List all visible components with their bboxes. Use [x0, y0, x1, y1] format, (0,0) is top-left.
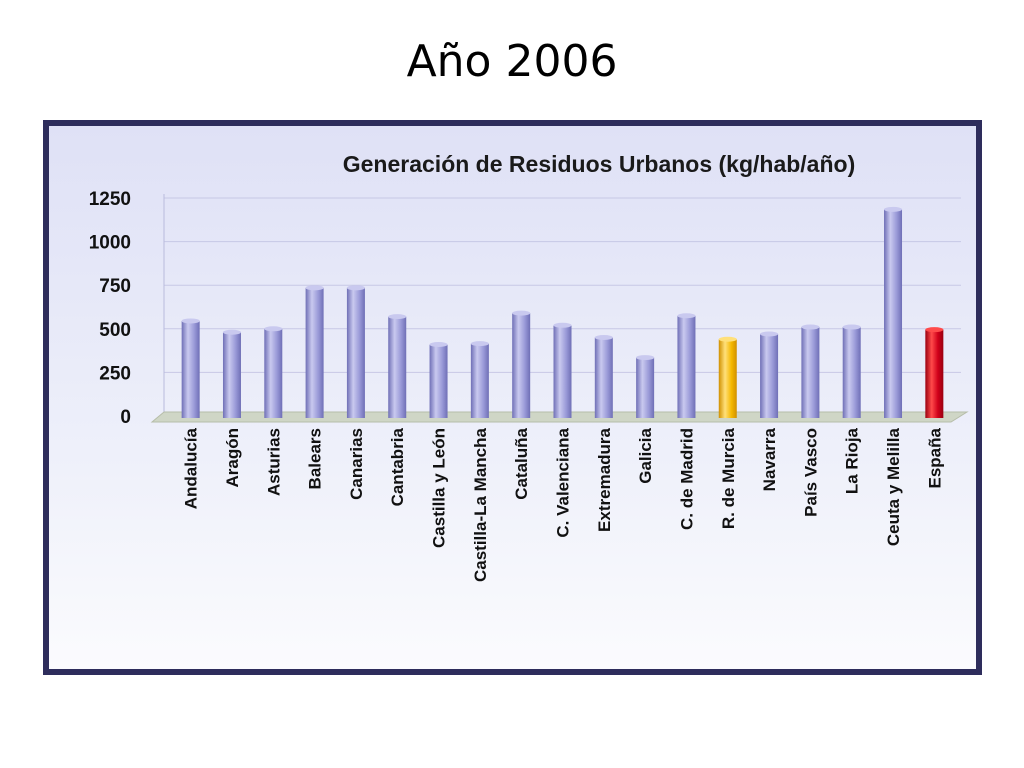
- x-tick-label: R. de Murcia: [719, 427, 738, 529]
- x-tick-label: La Rioja: [843, 427, 862, 494]
- bar: [388, 314, 407, 418]
- bar-body: [677, 315, 696, 418]
- y-tick-label: 0: [120, 407, 131, 428]
- bar-cap: [264, 326, 283, 332]
- x-tick-label: Asturias: [264, 428, 283, 496]
- x-tick-label: Ceuta y Melilla: [884, 427, 903, 546]
- y-tick-label: 750: [99, 276, 131, 297]
- x-tick-label: Extremadura: [595, 427, 614, 531]
- x-axis-categories: Andalucía Aragón Asturias Balears Canarias Ca…: [182, 427, 945, 582]
- bar-body: [222, 332, 241, 418]
- bar: [801, 324, 820, 418]
- bar: [636, 355, 655, 418]
- bar-body: [884, 209, 903, 418]
- bar: [760, 331, 779, 418]
- bar-cap: [346, 285, 365, 291]
- bar: [470, 341, 489, 418]
- bar: [429, 341, 448, 418]
- bar-cap: [512, 310, 531, 316]
- bar: [181, 318, 200, 418]
- bar-body: [842, 327, 861, 418]
- bar-cap: [305, 285, 324, 291]
- bar-cap: [181, 318, 200, 324]
- bar: [925, 327, 944, 418]
- x-tick-label: C. de Madrid: [677, 428, 696, 530]
- bar-body: [346, 287, 365, 418]
- bar-cap: [760, 331, 779, 337]
- bar-cap: [925, 327, 944, 333]
- bar-body: [760, 334, 779, 418]
- slide-title: Año 2006: [406, 36, 618, 87]
- bar-cap: [553, 322, 572, 328]
- bar-body: [429, 344, 448, 418]
- bar-body: [718, 339, 737, 418]
- x-tick-label: País Vasco: [801, 428, 820, 517]
- bar-body: [181, 320, 200, 418]
- bar: [594, 335, 613, 418]
- x-tick-label: Castilla-La Mancha: [471, 427, 490, 582]
- bar-body: [388, 316, 407, 418]
- x-tick-label: C. Valenciana: [554, 427, 573, 537]
- x-tick-label: Galicia: [636, 427, 655, 483]
- bar-cap: [884, 206, 903, 212]
- bar-chart: Generación de Residuos Urbanos (kg/hab/a…: [89, 151, 969, 582]
- x-tick-label: Balears: [306, 428, 325, 489]
- x-tick-label: Cataluña: [512, 427, 531, 499]
- chart-title: Generación de Residuos Urbanos (kg/hab/a…: [343, 151, 855, 177]
- bar: [346, 285, 365, 418]
- y-tick-label: 250: [99, 363, 131, 384]
- bar-body: [305, 287, 324, 418]
- y-tick-label: 1250: [89, 189, 131, 210]
- bar-body: [925, 329, 944, 418]
- bar-body: [264, 328, 283, 418]
- bars: [181, 206, 944, 418]
- x-tick-label: Canarias: [347, 428, 366, 500]
- bar: [512, 310, 531, 418]
- bar-cap: [429, 341, 448, 347]
- y-tick-label: 500: [99, 320, 131, 341]
- x-tick-label: Navarra: [760, 427, 779, 491]
- bar-cap: [801, 324, 820, 330]
- bar: [553, 322, 572, 418]
- bar-body: [636, 357, 655, 418]
- bar-body: [594, 337, 613, 418]
- bar: [264, 326, 283, 418]
- bar: [222, 329, 241, 418]
- bar: [305, 285, 324, 418]
- x-tick-label: Castilla y León: [430, 428, 449, 548]
- bar-cap: [470, 341, 489, 347]
- y-axis: 0 250 500 750 1000 1250: [89, 189, 131, 428]
- bar-body: [801, 327, 820, 418]
- bar-body: [553, 325, 572, 418]
- x-tick-label: Cantabria: [388, 427, 407, 506]
- bar-cap: [594, 335, 613, 341]
- bar-body: [512, 313, 531, 418]
- y-tick-label: 1000: [89, 233, 131, 254]
- bar-cap: [677, 313, 696, 319]
- bar-cap: [222, 329, 241, 335]
- bar-cap: [636, 355, 655, 361]
- x-tick-label: Aragón: [223, 428, 242, 488]
- bar: [884, 206, 903, 418]
- x-tick-label: España: [925, 427, 944, 488]
- bar: [677, 313, 696, 418]
- bar: [718, 336, 737, 418]
- bar-body: [470, 343, 489, 418]
- chart-frame: Generación de Residuos Urbanos (kg/hab/a…: [43, 120, 982, 675]
- bar-cap: [388, 314, 407, 320]
- bar: [842, 324, 861, 418]
- x-tick-label: Andalucía: [182, 427, 201, 509]
- bar-cap: [842, 324, 861, 330]
- bar-cap: [718, 336, 737, 342]
